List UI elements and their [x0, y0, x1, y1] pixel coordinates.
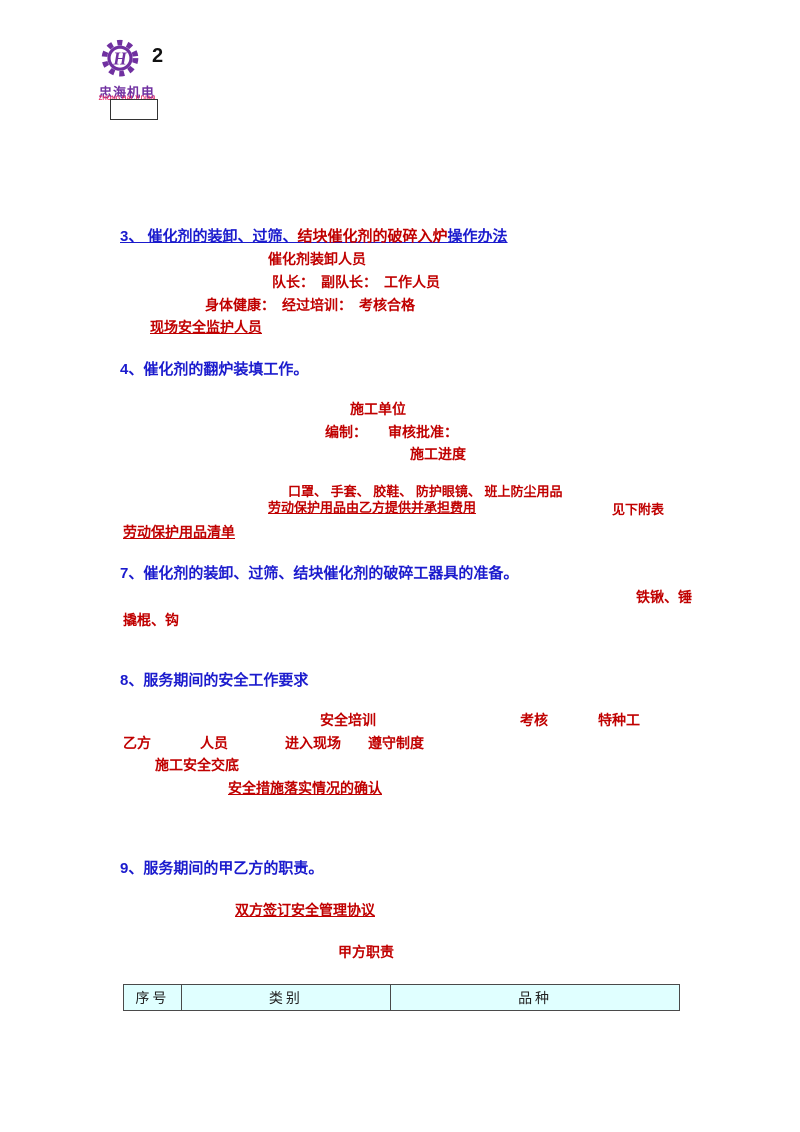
s8-line2b: 人员 [200, 735, 228, 751]
table-header-category: 类别 [180, 984, 392, 1011]
section3-heading-pre: 3、 催化剂的装卸、过筛、 [120, 228, 298, 245]
company-name: 忠海机电 [98, 85, 155, 100]
s8-line3: 施工安全交底 [155, 757, 239, 773]
s3-roles-line: 队长： 副队长： 工作人员 [272, 274, 440, 290]
year-fragment: 2 [152, 45, 164, 67]
stamp-box [110, 99, 158, 120]
s4-ppe2-line: 劳动保护用品由乙方提供并承担费用 [268, 500, 477, 515]
s8-line1c: 特种工 [598, 712, 640, 728]
s4-schedule-line: 施工进度 [410, 446, 466, 462]
section7-heading: 7、催化剂的装卸、过筛、结块催化剂的破碎工器具的准备。 [120, 565, 519, 582]
s8-line1a: 安全培训 [320, 712, 376, 728]
s4-ppe-list-line: 劳动保护用品清单 [123, 524, 235, 540]
s8-line2c: 进入现场 [285, 735, 341, 751]
s4-ppe-line: 口罩、 手套、 胶鞋、 防护眼镜、 班上防尘用品 [288, 484, 563, 499]
s3-contacts-line: 身体健康： 经过培训： 考核合格 [205, 297, 415, 313]
section3-heading-post: 操作办法 [447, 228, 508, 245]
section3-heading: 3、 催化剂的装卸、过筛、结块催化剂的破碎入炉操作办法 [120, 228, 508, 246]
s4-plan-line: 编制： 审核批准： [325, 424, 458, 440]
s8-line1b: 考核 [520, 712, 548, 728]
section9-heading: 9、服务期间的甲乙方的职责。 [120, 860, 324, 877]
s7-frag-left: 撬棍、钩 [123, 612, 179, 628]
section4-heading: 4、催化剂的翻炉装填工作。 [120, 361, 309, 378]
section8-heading: 8、服务期间的安全工作要求 [120, 672, 309, 689]
s8-line2a: 乙方 [123, 735, 151, 751]
s8-line4: 安全措施落实情况的确认 [228, 780, 382, 796]
gear-logo-icon: H [101, 39, 139, 77]
svg-text:H: H [112, 49, 127, 69]
s7-frag-right: 铁锹、锤 [636, 589, 692, 605]
s9-party-line: 甲方职责 [338, 944, 394, 960]
table-header-variety: 品种 [390, 984, 680, 1011]
s9-agreement-line: 双方签订安全管理协议 [235, 902, 375, 918]
s3-guard-line: 现场安全监护人员 [150, 319, 262, 335]
s4-unit-line: 施工单位 [350, 401, 406, 417]
s8-line2d: 遵守制度 [368, 735, 424, 751]
s4-ppe3-line: 见下附表 [612, 502, 665, 517]
materials-table: 序号 类别 品种 [123, 984, 680, 1011]
table-header-serial: 序号 [123, 984, 182, 1011]
s3-team-line: 催化剂装卸人员 [268, 251, 366, 267]
section3-heading-mid: 结块催化剂的破碎入炉 [297, 228, 448, 245]
table-header-row: 序号 类别 品种 [123, 984, 680, 1011]
